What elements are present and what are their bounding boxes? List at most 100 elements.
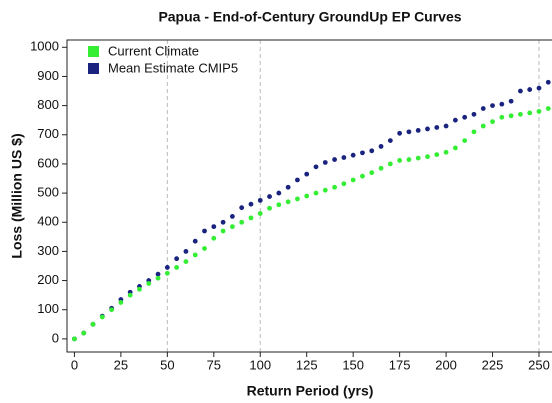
point [545, 79, 551, 85]
point [81, 330, 87, 336]
point [369, 148, 375, 154]
point [378, 144, 384, 149]
y-tick-label: 800 [37, 97, 59, 112]
point [499, 101, 505, 107]
point [146, 281, 152, 286]
x-tick-label: 75 [207, 357, 221, 372]
y-tick-label: 0 [52, 330, 59, 345]
point [434, 152, 440, 157]
point [527, 110, 533, 116]
y-tick-label: 100 [37, 301, 59, 316]
point [443, 123, 449, 129]
point [518, 88, 523, 94]
x-tick-label: 125 [296, 357, 318, 372]
x-tick-label: 225 [482, 357, 504, 372]
point [267, 194, 272, 199]
legend-swatch [88, 46, 99, 57]
point [155, 271, 161, 277]
point [387, 161, 393, 167]
point [183, 249, 189, 254]
point [211, 224, 217, 230]
point [360, 150, 365, 156]
point [322, 187, 328, 193]
point [452, 117, 458, 123]
point [406, 129, 412, 135]
point [211, 235, 217, 241]
point [545, 106, 551, 111]
point [72, 336, 77, 342]
point [229, 214, 235, 219]
point [508, 98, 514, 104]
point [350, 177, 356, 183]
point [109, 307, 114, 313]
point [220, 219, 226, 225]
point [202, 228, 207, 234]
y-tick-label: 700 [37, 126, 59, 141]
chart-title: Papua - End-of-Century GroundUp EP Curve… [158, 9, 461, 25]
point [174, 265, 180, 270]
plot-area [72, 40, 551, 352]
point [387, 138, 393, 143]
point [257, 197, 263, 203]
y-tick-label: 300 [37, 243, 59, 258]
point [220, 228, 226, 234]
point [499, 114, 505, 120]
point [229, 224, 235, 230]
point [155, 275, 161, 281]
point [536, 109, 542, 114]
point [192, 238, 198, 244]
point [360, 173, 365, 179]
point [276, 202, 282, 208]
point [462, 114, 468, 120]
point [248, 201, 254, 207]
point [295, 177, 300, 183]
point [90, 321, 96, 327]
point [304, 171, 310, 177]
point [518, 111, 523, 117]
point [267, 205, 272, 211]
x-tick-label: 100 [249, 357, 271, 372]
point [313, 164, 319, 170]
point [536, 85, 542, 91]
point [471, 111, 477, 117]
point [313, 190, 319, 196]
legend-label: Current Climate [108, 43, 199, 58]
y-tick-label: 500 [37, 185, 59, 200]
point [248, 215, 254, 221]
x-tick-label: 25 [114, 357, 128, 372]
point [490, 119, 495, 125]
point [462, 138, 468, 143]
y-tick-label: 200 [37, 272, 59, 287]
y-tick-label: 1000 [30, 39, 59, 54]
point [369, 170, 375, 176]
point [415, 127, 421, 133]
point [508, 113, 514, 119]
point [490, 103, 495, 109]
point [527, 87, 533, 92]
axes-frame [66, 39, 552, 353]
x-tick-label: 150 [342, 357, 364, 372]
y-axis-label: Loss (Million US $) [9, 133, 25, 258]
point [406, 157, 412, 162]
legend-label: Mean Estimate CMIP5 [108, 60, 238, 75]
point [295, 196, 300, 202]
point [137, 286, 142, 292]
point [471, 129, 477, 135]
point [239, 205, 245, 211]
point [322, 160, 328, 165]
point [192, 252, 198, 258]
point [378, 165, 384, 171]
point [257, 211, 263, 216]
x-tick-label: 200 [435, 357, 457, 372]
point [164, 270, 170, 276]
legend-swatch [88, 63, 99, 74]
point [332, 157, 337, 162]
point [285, 199, 291, 205]
point [304, 193, 310, 199]
x-tick-label: 0 [71, 357, 78, 372]
point [341, 155, 347, 160]
y-tick-label: 400 [37, 214, 59, 229]
point [350, 152, 356, 158]
y-tick-label: 900 [37, 68, 59, 83]
